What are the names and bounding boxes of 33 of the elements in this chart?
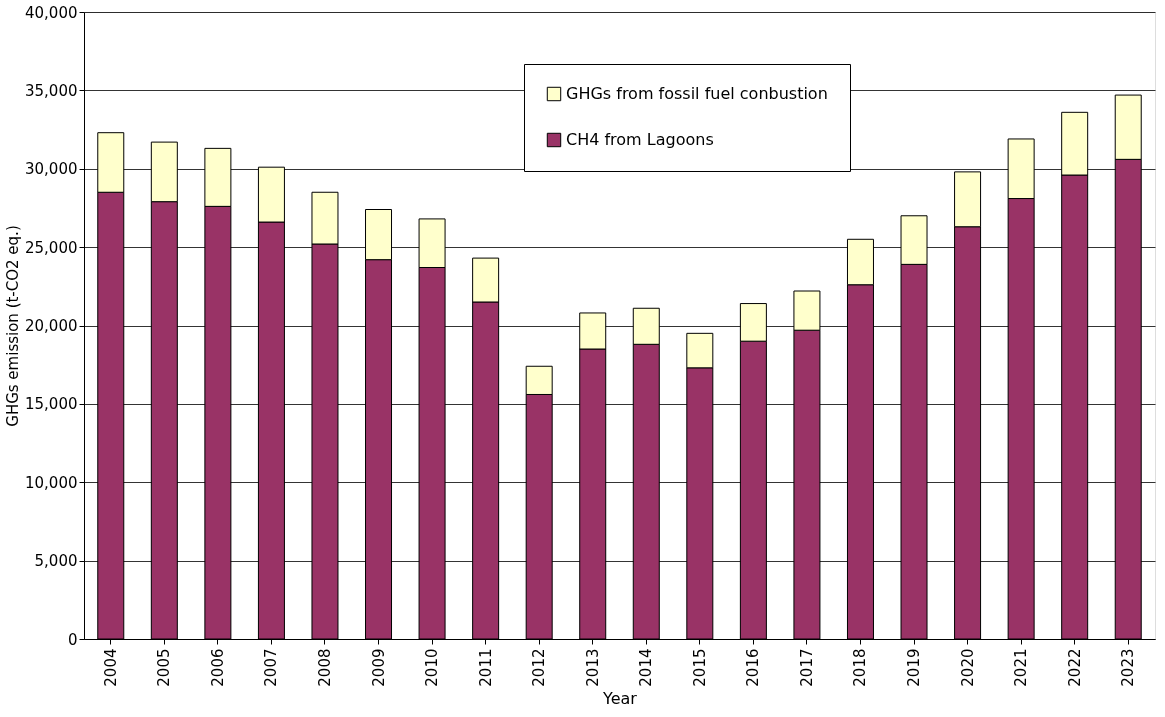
y-tick-label: 30,000 [25,160,78,179]
x-axis-title: Year [602,688,638,708]
y-tick-label: 35,000 [25,81,78,100]
x-tick-label: 2012 [530,648,549,687]
x-tick-label: 2023 [1119,648,1138,687]
x-tick-label: 2006 [208,648,227,687]
x-tick-label: 2013 [583,648,602,687]
y-tick-label: 10,000 [25,473,78,492]
x-tick-label: 2014 [637,648,656,687]
y-tick-label: 40,000 [25,3,78,22]
y-tick-label: 5,000 [34,552,78,571]
x-tick-label: 2007 [262,648,281,687]
y-tick-label: 15,000 [25,395,78,414]
y-axis-title: GHGs emission (t-CO2 eq.) [4,225,23,427]
x-tick-label: 2018 [851,648,870,687]
x-tick-label: 2022 [1065,648,1084,687]
y-tick-label: 25,000 [25,238,78,257]
x-tick-label: 2009 [369,648,388,687]
y-tick-label: 20,000 [25,317,78,335]
legend-label: GHGs from fossil fuel conbustion [566,84,828,103]
x-tick-label: 2021 [1012,648,1031,687]
x-tick-label: 2016 [744,648,763,687]
legend-label: CH4 from Lagoons [566,130,714,149]
x-tick-label: 2005 [155,648,174,687]
x-tick-label: 2011 [476,648,495,687]
x-tick-label: 2015 [690,648,709,687]
x-tick-label: 2017 [797,648,816,687]
x-tick-label: 2010 [423,648,442,687]
x-tick-label: 2004 [101,648,120,687]
y-tick-label: 0 [67,630,78,649]
x-tick-label: 2019 [905,648,924,687]
x-tick-label: 2008 [315,648,334,687]
x-tick-label: 2020 [958,648,977,687]
